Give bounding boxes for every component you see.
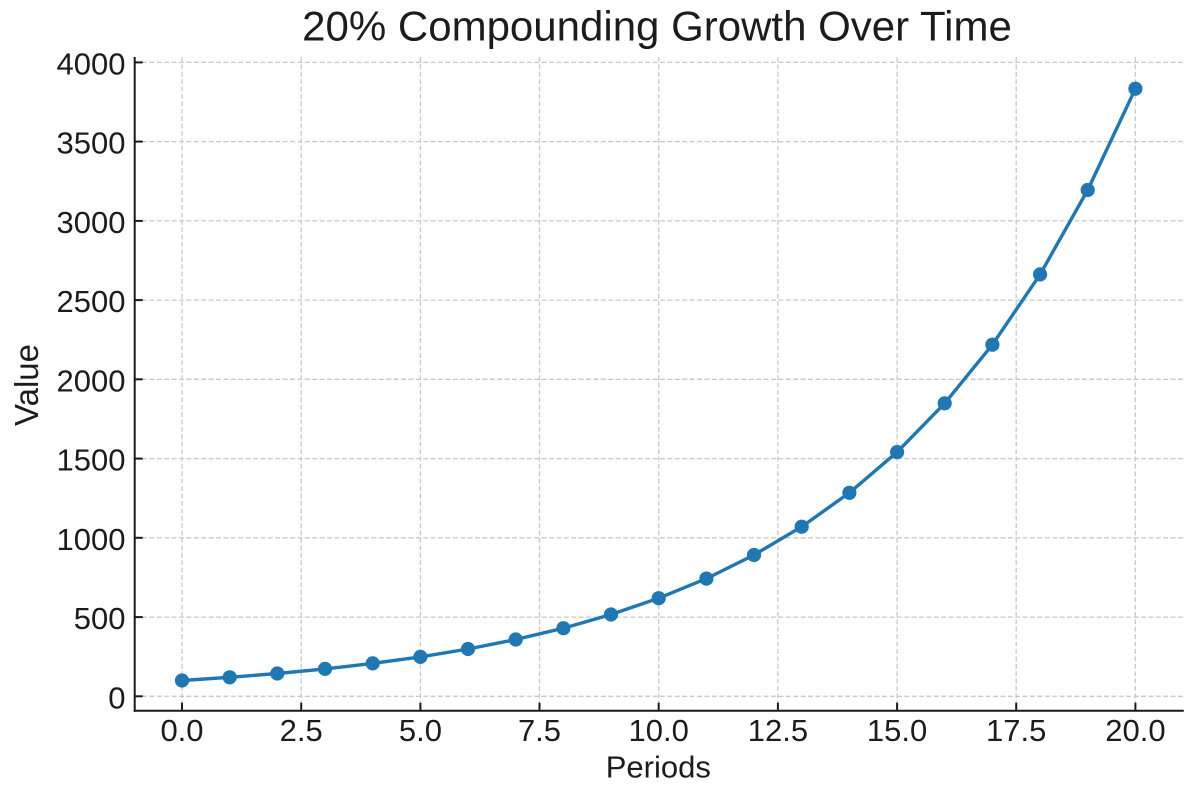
- svg-text:0: 0: [108, 680, 125, 715]
- svg-text:0.0: 0.0: [160, 713, 203, 748]
- svg-text:20% Compounding Growth Over Ti: 20% Compounding Growth Over Time: [302, 3, 1012, 50]
- svg-text:2.5: 2.5: [280, 713, 323, 748]
- svg-text:12.5: 12.5: [748, 713, 808, 748]
- svg-text:2500: 2500: [57, 284, 126, 319]
- svg-text:17.5: 17.5: [986, 713, 1046, 748]
- svg-text:1000: 1000: [57, 522, 126, 557]
- svg-text:500: 500: [74, 601, 126, 636]
- svg-text:1500: 1500: [57, 443, 126, 478]
- svg-text:10.0: 10.0: [629, 713, 689, 748]
- svg-text:3000: 3000: [57, 205, 126, 240]
- svg-text:2000: 2000: [57, 363, 126, 398]
- svg-text:15.0: 15.0: [867, 713, 927, 748]
- svg-text:7.5: 7.5: [518, 713, 561, 748]
- svg-text:5.0: 5.0: [399, 713, 442, 748]
- svg-text:Value: Value: [8, 344, 45, 426]
- svg-text:Periods: Periods: [606, 750, 711, 785]
- svg-text:20.0: 20.0: [1105, 713, 1165, 748]
- svg-text:3500: 3500: [57, 126, 126, 161]
- svg-text:4000: 4000: [57, 46, 126, 81]
